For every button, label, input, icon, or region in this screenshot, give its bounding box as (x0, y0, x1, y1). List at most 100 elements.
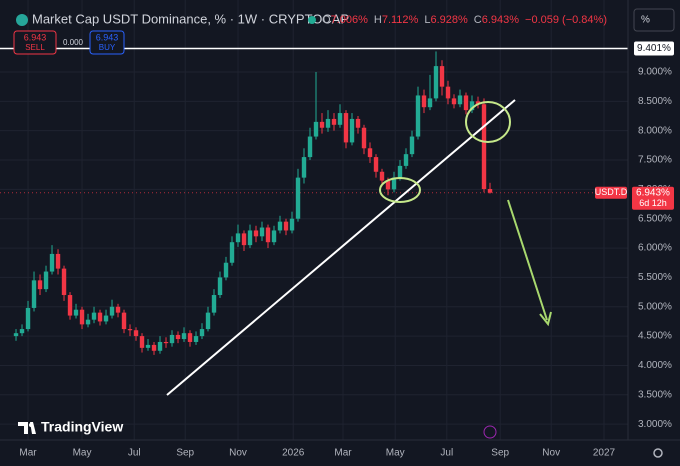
sell-label[interactable]: SELL (25, 43, 45, 52)
candle-body (325, 118, 331, 128)
buy-button[interactable]: 6.943 BUY (89, 30, 125, 55)
candle-body (127, 329, 133, 331)
down-arrow (507, 199, 552, 327)
candle-body (337, 113, 343, 125)
y-tick-label: 5.500% (638, 272, 672, 283)
candle-body (217, 277, 223, 296)
x-tick-label: Mar (19, 448, 37, 459)
candle-body (397, 165, 403, 178)
candle-body (361, 127, 367, 149)
highlight-ellipse (379, 177, 421, 203)
candle-body (433, 66, 439, 99)
candle-body (421, 95, 427, 108)
candle-body (457, 95, 463, 105)
candle-body (85, 319, 91, 325)
candle-body (151, 344, 157, 351)
candle-body (403, 154, 409, 166)
ohlc-value: 6.943% (482, 14, 520, 26)
y-tick-label: 6.500% (638, 213, 672, 224)
brand-logo (18, 422, 36, 434)
sell-price[interactable]: 6.943 (24, 32, 47, 42)
unit-button-label[interactable]: % (641, 15, 650, 26)
candle-body (487, 189, 493, 193)
candle-body (349, 118, 355, 143)
y-tick-label: 4.500% (638, 331, 672, 342)
buy-price[interactable]: 6.943 (96, 32, 119, 42)
ohlc-key: L (424, 14, 430, 26)
candle-body (295, 177, 301, 219)
sell-button[interactable]: 6.943 SELL (13, 30, 57, 55)
ohlc-key: C (474, 14, 482, 26)
candle-body (241, 233, 247, 246)
candle-body (415, 95, 421, 137)
candle-body (31, 280, 37, 308)
candle-body (145, 344, 151, 348)
candle-body (109, 306, 115, 316)
ohlc-value: 7.006% (331, 14, 369, 26)
candle-body (55, 253, 61, 269)
spread: 0.000 (63, 38, 84, 47)
candle-body (169, 334, 175, 344)
x-tick-label: 2026 (282, 448, 305, 459)
buy-label[interactable]: BUY (99, 43, 116, 52)
candle-body (481, 104, 487, 190)
candle-body (271, 230, 277, 243)
event-icon (483, 425, 497, 439)
candle-body (133, 330, 139, 337)
unit-button[interactable] (633, 8, 675, 32)
candle-body (97, 312, 103, 322)
candle-body (439, 66, 445, 87)
chart-title: Market Cap USDT Dominance, % · 1W · CRYP… (32, 11, 349, 26)
grid (0, 0, 628, 440)
ohlc-change: −0.059 (−0.84%) (525, 14, 607, 26)
candle-body (445, 86, 451, 99)
x-tick-label: Nov (542, 448, 560, 459)
candle-body (265, 227, 271, 243)
candle-body (301, 157, 307, 178)
candle-body (247, 230, 253, 246)
candle-body (331, 118, 337, 125)
x-tick-label: May (73, 448, 92, 459)
candle-body (385, 180, 391, 190)
symbol-label-box (595, 186, 627, 199)
x-tick-label: Jul (440, 448, 453, 459)
candle-body (49, 253, 55, 272)
candle-body (115, 306, 121, 313)
ohlc-value: 7.112% (382, 14, 419, 26)
candle-body (223, 262, 229, 278)
candle-body (139, 336, 145, 348)
trend-line (166, 99, 516, 396)
y-tick-label: 3.500% (638, 389, 672, 400)
candle-body (277, 221, 283, 231)
y-tick-label: 8.000% (638, 125, 672, 136)
candle-body (187, 333, 193, 342)
candle-body (163, 341, 169, 344)
candle-body (289, 218, 295, 231)
x-tick-label: 2027 (593, 448, 616, 459)
candle-body (469, 101, 475, 111)
candle-body (463, 95, 469, 111)
candle-body (175, 334, 181, 340)
candle-body (409, 136, 415, 155)
candle-body (37, 280, 43, 290)
candle-body (283, 221, 289, 231)
last-price-box (632, 186, 674, 210)
candle-body (121, 312, 127, 330)
candle-body (13, 333, 19, 337)
x-tick-label: Nov (229, 448, 247, 459)
candle-body (355, 118, 361, 128)
settings-icon[interactable] (653, 448, 663, 458)
candle-body (67, 295, 73, 316)
candle-body (259, 227, 265, 237)
countdown: 6d 12h (639, 198, 667, 208)
candle-body (373, 157, 379, 172)
symbol-label: USDT.D (595, 187, 628, 197)
candle-body (181, 333, 187, 340)
x-tick-label: Sep (491, 448, 509, 459)
y-tick-label: 5.000% (638, 301, 672, 312)
candle-body (199, 329, 205, 337)
x-tick-label: Jul (128, 448, 141, 459)
brand: TradingView (41, 419, 123, 435)
x-tick-label: May (386, 448, 405, 459)
